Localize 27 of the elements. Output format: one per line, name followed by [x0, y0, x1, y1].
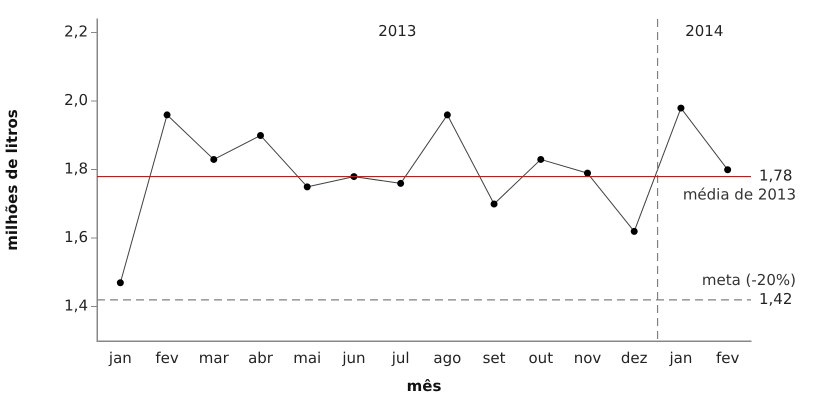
x-tick-label: abr	[248, 348, 274, 367]
y-tick-label: 1,6	[64, 228, 88, 246]
x-tick-label: nov	[574, 348, 602, 367]
annotation: 2013	[378, 22, 416, 40]
y-axis-title: milhões de litros	[2, 109, 21, 251]
text: 1,78	[759, 166, 792, 184]
x-tick-label: set	[482, 348, 506, 367]
x-tick-label: dez	[620, 348, 648, 367]
x-tick-label: mai	[293, 348, 322, 367]
y-tick-label: 2,0	[64, 91, 88, 110]
x-tick-label: out	[528, 348, 554, 367]
text: 1,42	[759, 290, 792, 308]
x-tick-label: fev	[716, 348, 740, 367]
annotation: 2014	[685, 22, 724, 40]
x-tick-label: mar	[198, 348, 230, 367]
ref-line-label: meta (-20%)	[702, 270, 796, 289]
x-axis-title: mês	[406, 376, 442, 395]
x-tick-label: jul	[390, 348, 410, 367]
x-tick-label: fev	[155, 348, 179, 367]
x-tick-label: jan	[108, 348, 132, 367]
x-tick-label: ago	[433, 348, 462, 367]
y-tick-label: 2,2	[64, 22, 88, 41]
ref-line-label: média de 2013	[682, 185, 796, 204]
y-tick-label: 1,8	[64, 160, 88, 178]
x-tick-label: jun	[341, 348, 366, 367]
y-tick-label: 1,4	[64, 296, 88, 315]
x-tick-label: jan	[668, 348, 692, 367]
